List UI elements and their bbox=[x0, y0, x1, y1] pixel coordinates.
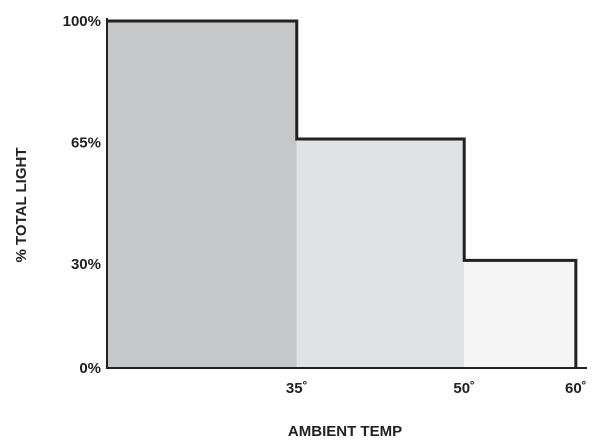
step-bar-3 bbox=[464, 260, 576, 368]
bars-layer bbox=[107, 21, 576, 368]
x-tick-label: 60˚ bbox=[565, 380, 587, 397]
y-axis-title: % TOTAL LIGHT bbox=[13, 148, 30, 263]
y-tick-label: 65% bbox=[71, 134, 101, 151]
step-outline bbox=[107, 19, 578, 368]
y-tick-labels: 0% 30% 65% 100% bbox=[63, 13, 101, 377]
y-tick-label: 100% bbox=[63, 13, 101, 30]
y-tick-label: 0% bbox=[79, 360, 101, 377]
step-bar-1 bbox=[107, 21, 297, 368]
step-bar-2 bbox=[296, 138, 465, 368]
x-tick-labels: 35˚ 50˚ 60˚ bbox=[286, 380, 587, 397]
x-tick-label: 35˚ bbox=[286, 380, 308, 397]
x-tick-label: 50˚ bbox=[453, 380, 475, 397]
y-tick-label: 30% bbox=[71, 256, 101, 273]
x-axis-title: AMBIENT TEMP bbox=[288, 423, 402, 440]
